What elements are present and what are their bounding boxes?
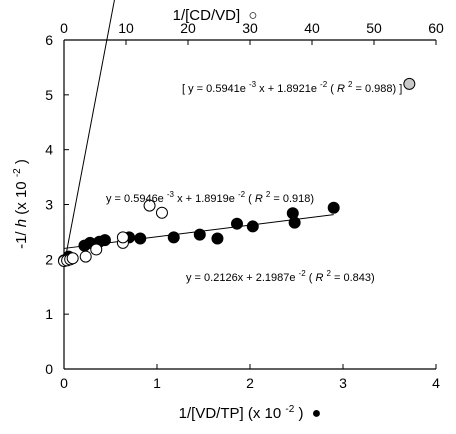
eq2-part-1: -3 bbox=[167, 190, 175, 199]
eq3-part-0: y = 0.2126x + 2.1987e bbox=[186, 272, 295, 284]
eq2-part-4: ( bbox=[248, 193, 252, 205]
eq2-part-2: x + 1.8919e bbox=[177, 193, 235, 205]
bottom-axis-title-exp: -2 bbox=[285, 404, 294, 415]
data-point-filled-circle bbox=[288, 216, 301, 229]
data-point-filled-circle bbox=[167, 231, 180, 244]
top-tick-label: 30 bbox=[242, 20, 258, 36]
top-tick-label: 10 bbox=[118, 20, 134, 36]
fit-line-open-circle bbox=[63, 0, 115, 266]
top-tick-label: 40 bbox=[304, 20, 320, 36]
bottom-tick-label: 2 bbox=[246, 375, 254, 391]
eq3-part-1: -2 bbox=[299, 269, 307, 278]
eq3-part-3: R bbox=[315, 272, 323, 284]
eq1-part-7: = 0.988) ] bbox=[356, 83, 403, 95]
bottom-tick-label: 4 bbox=[432, 375, 440, 391]
data-point-filled-circle bbox=[246, 220, 259, 233]
y-axis-title: -1/ h (x 10 -2 ) bbox=[7, 159, 30, 249]
eq2-part-7: = 0.918) bbox=[273, 193, 314, 205]
y-tick-label: 6 bbox=[45, 32, 53, 48]
eq1-part-1: -3 bbox=[249, 80, 257, 89]
y-axis-title-var: h bbox=[13, 219, 30, 227]
top-axis-title-text: 1/[CD/VD] bbox=[173, 7, 241, 24]
eq1-part-5: R bbox=[337, 83, 345, 95]
top-tick-label: 60 bbox=[428, 20, 444, 36]
top-tick-label: 20 bbox=[180, 20, 196, 36]
points-layer bbox=[58, 77, 416, 267]
data-point-open-circle bbox=[66, 252, 79, 265]
eq1-part-6: 2 bbox=[348, 80, 353, 89]
eq2-part-5: R bbox=[255, 193, 263, 205]
eq3-part-2: ( bbox=[309, 272, 313, 284]
eq3-part-5: = 0.843) bbox=[334, 272, 375, 284]
data-point-gray-circle bbox=[403, 77, 416, 90]
y-axis-title-pre: -1/ bbox=[13, 231, 30, 249]
y-tick-label: 0 bbox=[45, 361, 53, 377]
eq2-part-6: 2 bbox=[266, 190, 271, 199]
top-axis-title: 1/[CD/VD] ○ bbox=[173, 7, 258, 24]
y-axis-title-mid: (x 10 bbox=[13, 181, 30, 214]
data-point-open-circle bbox=[143, 199, 156, 212]
y-tick-label: 2 bbox=[45, 251, 53, 267]
eq2-part-3: -2 bbox=[238, 190, 246, 199]
eq1-part-4: ( bbox=[330, 83, 334, 95]
y-tick-label: 4 bbox=[45, 142, 53, 158]
equation-filled-fit: y = 0.2126x + 2.1987e -2 ( R 2 = 0.843) bbox=[186, 267, 375, 284]
equation-dashed-fit: [ y = 0.5941e -3 x + 1.8921e -2 ( R 2 = … bbox=[182, 78, 402, 95]
bottom-axis-title: 1/[VD/TP] (x 10 -2 ) ● bbox=[179, 399, 322, 422]
bottom-tick-label: 3 bbox=[339, 375, 347, 391]
data-point-filled-circle bbox=[193, 228, 206, 241]
data-point-open-circle bbox=[155, 206, 168, 219]
top-tick-label: 0 bbox=[60, 20, 68, 36]
bottom-axis-title-text: 1/[VD/TP] (x 10 bbox=[179, 405, 282, 422]
y-tick-label: 5 bbox=[45, 87, 53, 103]
bottom-axis-filled-circle-icon: ● bbox=[312, 405, 322, 422]
eq2-part-0: y = 0.5946e bbox=[106, 193, 164, 205]
bottom-tick-label: 0 bbox=[60, 375, 68, 391]
data-point-open-circle bbox=[79, 250, 92, 263]
data-point-filled-circle bbox=[134, 232, 147, 245]
data-point-filled-circle bbox=[98, 234, 111, 247]
data-point-open-circle bbox=[116, 231, 129, 244]
bottom-axis-title-tail: ) bbox=[298, 405, 303, 422]
equation-open-fit: y = 0.5946e -3 x + 1.8919e -2 ( R 2 = 0.… bbox=[106, 188, 314, 205]
data-point-filled-circle bbox=[211, 232, 224, 245]
y-tick-label: 1 bbox=[45, 306, 53, 322]
top-tick-label: 50 bbox=[366, 20, 382, 36]
y-axis-title-exp: -2 bbox=[12, 168, 23, 177]
eq3-part-4: 2 bbox=[326, 269, 331, 278]
bottom-tick-label: 1 bbox=[153, 375, 161, 391]
data-point-filled-circle bbox=[230, 217, 243, 230]
y-tick-label: 3 bbox=[45, 197, 53, 213]
eq1-part-2: x + 1.8921e bbox=[259, 83, 317, 95]
top-axis-open-circle-icon: ○ bbox=[248, 7, 257, 24]
eq1-part-3: -2 bbox=[320, 80, 328, 89]
data-point-filled-circle bbox=[327, 201, 340, 214]
eq1-part-0: [ y = 0.5941e bbox=[182, 83, 246, 95]
y-axis-title-tail: ) bbox=[13, 159, 30, 164]
data-point-open-circle bbox=[90, 243, 103, 256]
